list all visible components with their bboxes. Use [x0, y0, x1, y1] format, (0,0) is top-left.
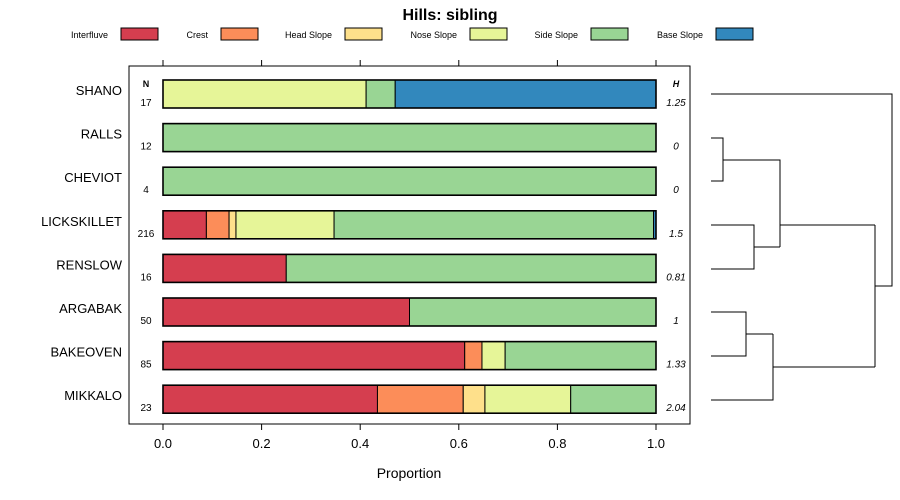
x-tick-label-2: 0.4: [351, 436, 369, 451]
legend-swatch-nose-slope: [469, 27, 508, 41]
h-value-mikkalo: 2.04: [665, 403, 686, 414]
legend: Interfluve Crest Head Slope Nose Slope Side …: [71, 27, 754, 41]
h-value-renslow: 0.81: [666, 272, 685, 283]
dendrogram-branch-7: [711, 311, 747, 357]
bar-segment-bakeoven-side-slope: [504, 341, 657, 371]
legend-label-nose-slope: Nose Slope: [410, 30, 457, 40]
plot-frame: [128, 65, 691, 425]
x-axis: 0.0 0.2 0.4 0.6 0.8 1.0: [154, 424, 665, 451]
bar-outline-bakeoven: [162, 340, 657, 371]
bar-segment-lickskillet-interfluve: [162, 210, 207, 240]
bar-row-shano: [162, 79, 657, 109]
n-value-argabak: 50: [140, 316, 152, 327]
bar-outline-argabak: [162, 297, 657, 327]
bar-outline-mikkalo: [162, 384, 657, 415]
h-value-lickskillet: 1.5: [669, 229, 683, 240]
dendrogram-branch-0: [711, 93, 893, 287]
bar-segment-argabak-interfluve: [162, 297, 410, 327]
dendrogram-branch-3: [711, 224, 755, 270]
bar-segment-mikkalo-side-slope: [570, 384, 657, 414]
h-value-argabak: 1: [673, 316, 679, 327]
legend-label-side-slope: Side Slope: [534, 30, 578, 40]
h-value-ralls: 0: [673, 142, 679, 153]
bar-row-mikkalo: [162, 384, 657, 415]
x-tick-label-0: 0.0: [154, 436, 172, 451]
bar-segment-bakeoven-interfluve: [162, 341, 466, 371]
category-label-ralls: RALLS: [81, 127, 123, 142]
n-value-lickskillet: 216: [138, 229, 155, 240]
x-axis-title: Proportion: [377, 465, 442, 481]
bar-segment-renslow-side-slope: [285, 253, 657, 283]
bar-outline-ralls: [162, 122, 657, 153]
bar-segment-mikkalo-crest: [376, 384, 464, 414]
n-value-shano: 17: [140, 98, 152, 109]
bar-row-argabak: [162, 297, 657, 327]
n-value-mikkalo: 23: [140, 403, 152, 414]
top-axis-ticks: [162, 60, 657, 66]
bar-segment-shano-base-slope: [394, 79, 657, 109]
bar-segment-bakeoven-crest: [464, 341, 483, 371]
category-label-renslow: RENSLOW: [56, 257, 122, 272]
category-label-lickskillet: LICKSKILLET: [41, 214, 122, 229]
h-column-header: H: [673, 79, 680, 89]
legend-label-crest: Crest: [186, 30, 208, 40]
dendrogram-branch-1: [711, 137, 724, 182]
x-tick-label-1: 0.2: [253, 436, 271, 451]
category-labels: SHANO 17 1.25 RALLS 12 0 CHEVIOT 4 0 LICKSKILLET 2…: [41, 83, 686, 414]
legend-label-base-slope: Base Slope: [657, 30, 703, 40]
dendrogram-branch-9: [711, 334, 774, 401]
h-value-shano: 1.25: [666, 98, 686, 109]
bar-segment-lickskillet-crest: [205, 210, 230, 240]
category-label-bakeoven: BAKEOVEN: [50, 345, 122, 360]
bar-row-cheviot: [162, 166, 657, 196]
category-label-argabak: ARGABAK: [59, 301, 122, 316]
n-value-renslow: 16: [140, 272, 152, 283]
bar-outline-cheviot: [162, 166, 657, 196]
legend-label-head-slope: Head Slope: [285, 30, 332, 40]
bar-outline-lickskillet: [162, 210, 657, 240]
legend-swatch-crest: [220, 27, 259, 41]
bars: [162, 79, 657, 415]
bar-segment-shano-nose-slope: [162, 79, 367, 109]
legend-swatch-base-slope: [715, 27, 754, 41]
bar-row-renslow: [162, 253, 657, 284]
bar-segment-ralls-side-slope: [162, 123, 657, 153]
bar-segment-cheviot-side-slope: [162, 166, 657, 196]
bar-row-bakeoven: [162, 340, 657, 371]
legend-swatch-side-slope: [590, 27, 629, 41]
bar-segment-mikkalo-interfluve: [162, 384, 378, 414]
bar-segment-bakeoven-nose-slope: [481, 341, 506, 371]
n-value-ralls: 12: [140, 142, 152, 153]
h-value-bakeoven: 1.33: [666, 360, 686, 371]
bar-outline-shano: [162, 79, 657, 109]
legend-label-interfluve: Interfluve: [71, 30, 108, 40]
category-label-shano: SHANO: [76, 83, 122, 98]
bar-segment-lickskillet-head-slope: [228, 210, 237, 240]
category-label-mikkalo: MIKKALO: [64, 388, 122, 403]
bar-row-ralls: [162, 122, 657, 153]
dendrogram-branch-2: [723, 159, 781, 202]
legend-swatch-interfluve: [120, 27, 159, 41]
bar-segment-shano-side-slope: [365, 79, 396, 109]
bar-segment-mikkalo-nose-slope: [484, 384, 572, 414]
x-tick-label-4: 0.8: [548, 436, 566, 451]
bar-segment-argabak-side-slope: [409, 297, 657, 327]
bar-row-lickskillet: [162, 210, 657, 240]
bar-segment-mikkalo-head-slope: [462, 384, 486, 414]
bar-segment-renslow-interfluve: [162, 253, 287, 283]
x-tick-label-5: 1.0: [647, 436, 665, 451]
bar-segment-lickskillet-side-slope: [333, 210, 655, 240]
n-value-bakeoven: 85: [140, 360, 152, 371]
n-value-cheviot: 4: [143, 185, 149, 196]
bar-outline-renslow: [162, 253, 657, 284]
category-label-cheviot: CHEVIOT: [64, 170, 122, 185]
n-column-header: N: [143, 79, 150, 89]
legend-swatch-head-slope: [344, 27, 383, 41]
chart-title: Hills: sibling: [402, 7, 497, 24]
h-value-cheviot: 0: [673, 185, 679, 196]
bar-segment-lickskillet-nose-slope: [235, 210, 335, 240]
x-tick-label-3: 0.6: [450, 436, 468, 451]
dendrogram: [711, 93, 893, 401]
